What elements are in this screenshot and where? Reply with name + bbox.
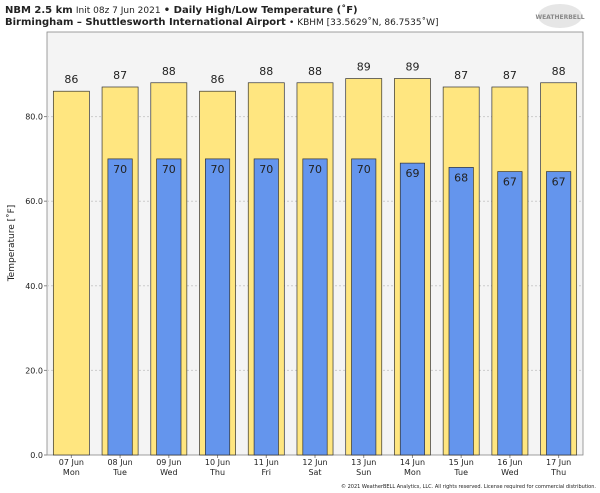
- x-tick-label: Mon: [404, 468, 421, 477]
- value-label: 87: [113, 69, 127, 82]
- value-label: 88: [308, 65, 322, 78]
- x-tick-label: 15 Jun: [449, 458, 474, 467]
- value-label: 70: [308, 163, 322, 176]
- value-label: 67: [552, 176, 566, 189]
- bar: [107, 158, 133, 456]
- bar: [205, 158, 231, 456]
- value-label: 70: [357, 163, 371, 176]
- title-part: NBM 2.5 km: [5, 5, 73, 16]
- value-label: 70: [259, 163, 273, 176]
- value-label: 89: [405, 61, 419, 74]
- bar: [253, 158, 279, 456]
- title-part: • Daily High/Low Temperature (˚F): [164, 4, 358, 16]
- value-label: 88: [259, 65, 273, 78]
- value-label: 86: [211, 73, 225, 86]
- y-axis-label: Temperature [˚F]: [6, 205, 17, 283]
- subtitle: Birmingham – Shuttlesworth International…: [5, 17, 438, 28]
- value-label: 69: [405, 167, 419, 180]
- x-tick-label: 12 Jun: [302, 458, 327, 467]
- logo-shape: [538, 4, 582, 28]
- value-label: 88: [552, 65, 566, 78]
- value-label: 87: [503, 69, 517, 82]
- subtitle-part: • KBHM [33.5629˚N, 86.7535˚W]: [289, 17, 438, 28]
- value-label: 70: [113, 163, 127, 176]
- bar: [52, 90, 90, 456]
- bar: [351, 158, 377, 456]
- x-tick-label: Thu: [209, 468, 225, 477]
- logo: WEATHERBELL: [535, 14, 584, 21]
- x-tick-label: Tue: [112, 468, 127, 477]
- value-label: 67: [503, 176, 517, 189]
- value-label: 70: [162, 163, 176, 176]
- y-tick-label: 20.0: [25, 366, 43, 375]
- x-tick-label: Fri: [262, 468, 272, 477]
- x-tick-label: 17 Jun: [546, 458, 571, 467]
- bar: [302, 158, 328, 456]
- value-label: 87: [454, 69, 468, 82]
- y-tick-label: 80.0: [25, 113, 43, 122]
- x-tick-label: Tue: [453, 468, 468, 477]
- value-label: 89: [357, 61, 371, 74]
- x-tick-label: Thu: [550, 468, 566, 477]
- value-label: 88: [162, 65, 176, 78]
- subtitle-part: Birmingham – Shuttlesworth International…: [5, 17, 286, 28]
- x-tick-label: 16 Jun: [497, 458, 522, 467]
- bar: [497, 171, 523, 456]
- y-tick-label: 40.0: [25, 282, 43, 291]
- x-tick-label: 07 Jun: [59, 458, 84, 467]
- bar: [156, 158, 182, 456]
- x-tick-label: Wed: [501, 468, 518, 477]
- value-label: 68: [454, 171, 468, 184]
- bar: [448, 167, 474, 456]
- value-label: 86: [64, 73, 78, 86]
- y-tick-label: 0.0: [30, 451, 43, 460]
- x-tick-label: 09 Jun: [156, 458, 181, 467]
- x-tick-label: 08 Jun: [107, 458, 132, 467]
- x-tick-label: Mon: [63, 468, 80, 477]
- x-tick-label: Sat: [308, 468, 321, 477]
- value-label: 70: [211, 163, 225, 176]
- x-tick-label: 13 Jun: [351, 458, 376, 467]
- title: NBM 2.5 km Init 08z 7 Jun 2021 • Daily H…: [5, 4, 358, 16]
- bar: [546, 171, 572, 456]
- x-tick-label: 14 Jun: [400, 458, 425, 467]
- x-tick-label: 11 Jun: [254, 458, 279, 467]
- title-part: Init 08z 7 Jun 2021: [76, 6, 161, 16]
- footer: © 2021 WeatherBELL Analytics, LLC. All r…: [341, 483, 596, 490]
- x-tick-label: Wed: [160, 468, 177, 477]
- x-tick-label: Sun: [356, 468, 371, 477]
- bar: [399, 162, 425, 456]
- y-tick-label: 60.0: [25, 197, 43, 206]
- x-tick-label: 10 Jun: [205, 458, 230, 467]
